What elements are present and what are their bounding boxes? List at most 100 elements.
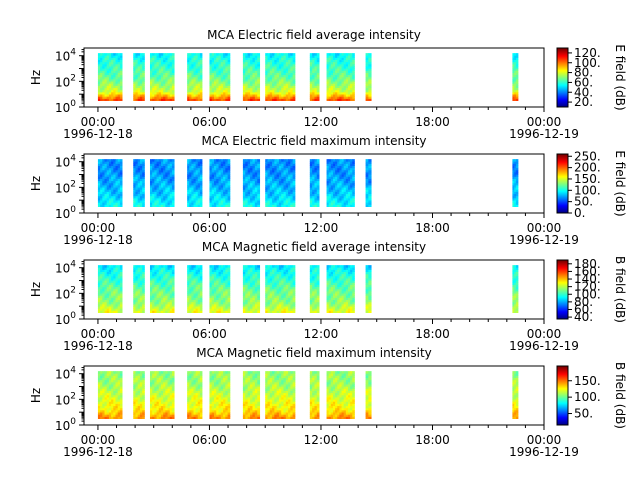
spectrogram-cell — [187, 182, 190, 186]
colorbar-stripe — [557, 92, 568, 94]
spectrogram-cell — [328, 163, 332, 166]
spectrogram-cell — [139, 200, 143, 203]
spectrogram-cell — [247, 202, 251, 205]
spectrogram-cell — [218, 61, 222, 65]
spectrogram-cell — [111, 286, 114, 290]
spectrogram-cell — [106, 185, 110, 188]
spectrogram-cell — [292, 76, 296, 80]
spectrogram-cell — [211, 195, 215, 199]
spectrogram-cell — [108, 66, 112, 69]
spectrogram-cell — [115, 187, 119, 190]
spectrogram-cell — [288, 85, 291, 89]
spectrogram-cell — [283, 74, 287, 78]
spectrogram-cell — [345, 87, 349, 91]
spectrogram-cell — [197, 299, 201, 303]
spectrogram-cell — [242, 197, 246, 201]
spectrogram-cell — [156, 66, 160, 69]
spectrogram-cell — [149, 200, 153, 203]
spectrogram-cell — [97, 61, 101, 65]
spectrogram-cell — [117, 286, 121, 290]
spectrogram-cell — [247, 70, 251, 73]
spectrogram-cell — [220, 180, 224, 184]
spectrogram-cell — [516, 91, 519, 95]
spectrogram-cell — [209, 163, 213, 166]
spectrogram-cell — [285, 200, 289, 203]
spectrogram-cell — [214, 284, 217, 288]
spectrogram-cell — [272, 89, 275, 93]
spectrogram-cell — [154, 61, 157, 65]
spectrogram-cell — [265, 83, 268, 86]
spectrogram-cell — [195, 269, 199, 272]
spectrogram-cell — [514, 174, 517, 177]
spectrogram-cell — [283, 204, 287, 207]
spectrogram-cell — [149, 269, 153, 272]
spectrogram-cell — [225, 63, 229, 67]
spectrogram-cell — [223, 299, 226, 303]
spectrogram-cell — [163, 197, 166, 201]
spectrogram-cell — [223, 273, 226, 277]
spectrogram-cell — [267, 55, 271, 58]
x-tick-label: 12:00 — [304, 221, 339, 235]
spectrogram-cell — [227, 174, 231, 177]
spectrogram-cell — [113, 187, 116, 190]
spectrogram-cell — [169, 74, 173, 78]
spectrogram-cell — [171, 286, 175, 290]
spectrogram-cell — [285, 191, 289, 195]
spectrogram-cell — [191, 291, 194, 294]
spectrogram-cell — [330, 200, 334, 203]
colorbar-stripe — [557, 197, 568, 199]
spectrogram-cell — [156, 185, 160, 188]
spectrogram-cell — [245, 167, 249, 171]
spectrogram-cell — [276, 87, 280, 91]
spectrogram-cell — [108, 265, 112, 268]
spectrogram-cell — [337, 53, 340, 56]
spectrogram-cell — [111, 275, 114, 279]
spectrogram-cell — [209, 72, 213, 76]
spectrogram-cell — [115, 308, 119, 311]
spectrogram-cell — [328, 197, 332, 201]
spectrogram-cell — [272, 200, 275, 203]
spectrogram-cell — [265, 200, 268, 203]
spectrogram-cell — [365, 182, 369, 186]
spectrogram-cell — [167, 81, 171, 84]
spectrogram-cell — [257, 197, 261, 201]
spectrogram-cell — [326, 191, 330, 195]
spectrogram-cell — [106, 70, 110, 73]
spectrogram-cell — [368, 180, 372, 184]
spectrogram-cell — [169, 83, 173, 86]
spectrogram-cell — [189, 66, 192, 69]
spectrogram-cell — [267, 204, 271, 207]
spectrogram-cell — [160, 278, 164, 281]
spectrogram-cell — [220, 278, 224, 281]
spectrogram-cell — [111, 89, 114, 93]
spectrogram-cell — [257, 79, 261, 82]
spectrogram-cell — [211, 185, 215, 188]
spectrogram-cell — [119, 96, 123, 99]
spectrogram-cell — [142, 200, 145, 203]
spectrogram-cell — [115, 189, 119, 192]
spectrogram-cell — [350, 94, 353, 97]
spectrogram-cell — [139, 63, 143, 67]
spectrogram-cell — [169, 55, 173, 58]
spectrogram-cell — [288, 68, 291, 71]
spectrogram-cell — [209, 172, 213, 175]
spectrogram-cell — [191, 284, 194, 288]
spectrogram-cell — [269, 72, 273, 76]
spectrogram-cell — [337, 163, 340, 166]
spectrogram-cell — [133, 174, 136, 177]
spectrogram-cell — [189, 98, 192, 101]
spectrogram-cell — [290, 172, 294, 175]
spectrogram-cell — [326, 81, 330, 84]
colorbar-stripe — [557, 163, 568, 166]
spectrogram-cell — [187, 89, 190, 93]
spectrogram-cell — [316, 74, 320, 78]
spectrogram-cell — [106, 293, 110, 296]
spectrogram-cell — [117, 187, 121, 190]
spectrogram-cell — [115, 273, 119, 277]
spectrogram-cell — [165, 193, 168, 197]
spectrogram-cell — [216, 163, 219, 166]
spectrogram-cell — [330, 169, 334, 173]
colorbar-frame — [556, 153, 569, 214]
x-tick-label: 00:00 — [81, 221, 116, 235]
spectrogram-cell — [108, 68, 112, 71]
